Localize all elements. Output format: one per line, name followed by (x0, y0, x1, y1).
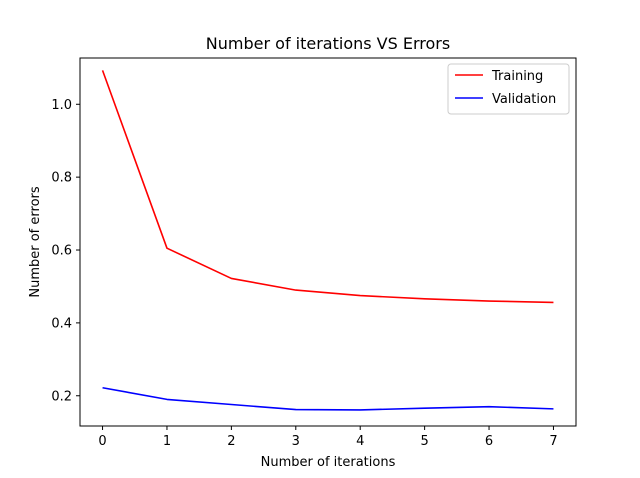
chart-title: Number of iterations VS Errors (206, 34, 450, 53)
y-axis-title: Number of errors (28, 186, 43, 297)
series-line-training (101, 70, 554, 304)
x-tick-label: 3 (292, 434, 300, 449)
legend-label-training: Training (491, 69, 543, 84)
x-tick-label: 4 (356, 434, 364, 449)
legend-label-validation: Validation (492, 92, 556, 107)
x-tick-label: 1 (163, 434, 171, 449)
y-tick-label: 0.2 (51, 389, 72, 404)
x-axis-title: Number of iterations (261, 455, 396, 470)
x-tick-label: 2 (227, 434, 235, 449)
y-tick-label: 0.4 (51, 316, 72, 331)
plot-frame (79, 57, 577, 427)
legend: Training Validation (447, 63, 570, 115)
axis-ticks: 0 1 2 3 4 5 6 7 0.2 0.4 0.6 0.8 1.0 (51, 98, 557, 449)
x-tick-label: 7 (549, 434, 557, 449)
series-line-validation (102, 386, 554, 411)
x-tick-label: 6 (485, 434, 493, 449)
series-lines (101, 70, 554, 411)
x-tick-label: 0 (98, 434, 106, 449)
legend-box (447, 63, 570, 115)
y-tick-label: 1.0 (51, 98, 72, 113)
y-tick-label: 0.8 (51, 171, 72, 186)
y-tick-label: 0.6 (51, 244, 72, 259)
x-tick-label: 5 (420, 434, 428, 449)
